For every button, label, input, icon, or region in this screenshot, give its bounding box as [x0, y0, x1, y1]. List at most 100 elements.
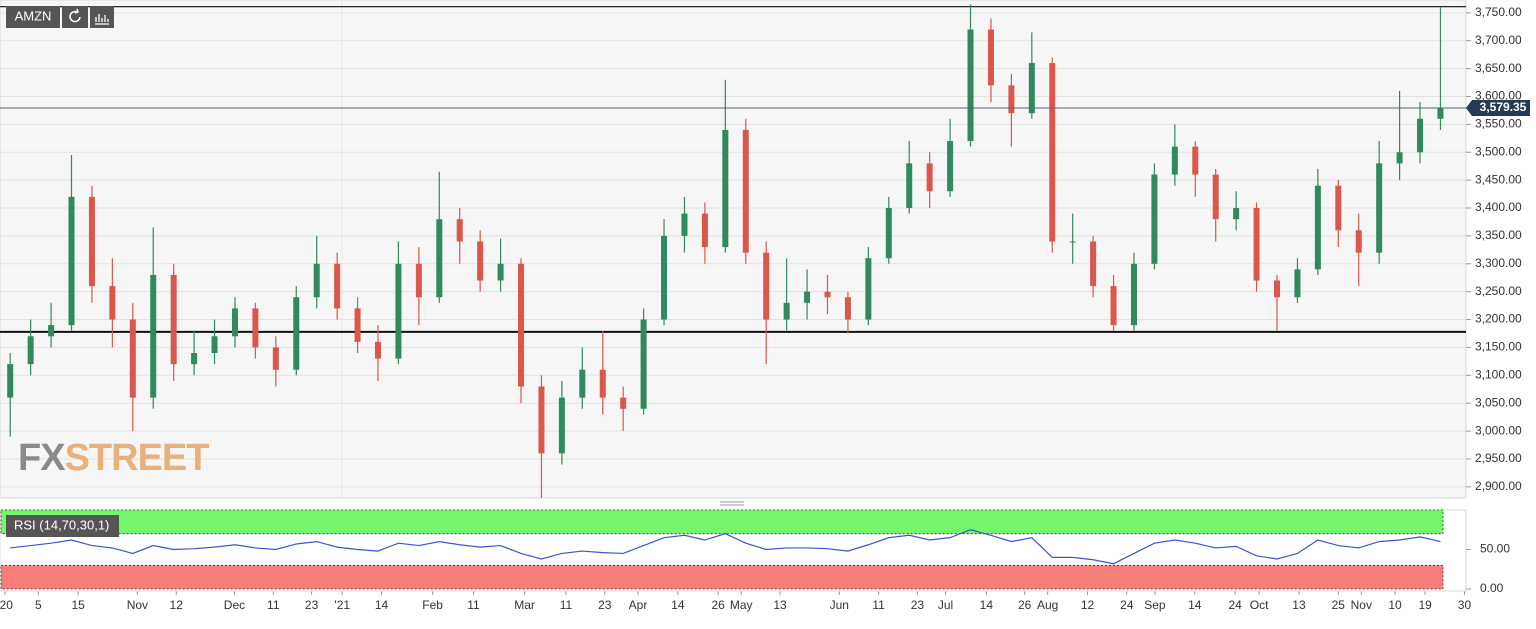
x-tick-label: Nov — [1351, 598, 1372, 612]
y-tick-label: 2,900.00 — [1475, 479, 1522, 493]
candle-body — [354, 308, 361, 342]
candle-body — [150, 274, 157, 398]
candle-body — [987, 29, 994, 86]
candle-body — [1130, 263, 1137, 326]
candle-body — [48, 325, 55, 337]
y-tick-label: 2,950.00 — [1475, 451, 1522, 465]
x-tick-label: '20 — [0, 598, 13, 612]
y-tick-label: 0.00 — [1480, 581, 1504, 595]
candle-body — [1151, 174, 1158, 264]
y-tick-label: 3,100.00 — [1475, 367, 1522, 381]
candle-body — [967, 29, 974, 142]
x-tick-label: 13 — [1292, 598, 1306, 612]
x-tick-label: 23 — [911, 598, 925, 612]
candle-body — [395, 263, 402, 359]
candle-body — [701, 213, 708, 248]
x-tick-label: 24 — [1120, 598, 1134, 612]
candle-body — [661, 235, 668, 320]
refresh-icon — [69, 8, 81, 23]
candle-body — [804, 291, 811, 303]
x-tick-label: Jun — [830, 598, 849, 612]
candle-body — [293, 297, 300, 370]
refresh-button[interactable] — [62, 6, 88, 28]
logo-street: STREET — [65, 437, 210, 479]
candle-body — [7, 364, 14, 398]
candle-body — [477, 241, 484, 281]
x-tick-label: Aug — [1037, 598, 1058, 612]
rsi-layer: 0.00 50.00 RSI (14,70,30,1) — [0, 509, 1510, 595]
candle-body — [1233, 208, 1240, 220]
candle-body — [885, 208, 892, 259]
y-tick-label: 3,200.00 — [1475, 312, 1522, 326]
candle-body — [1355, 230, 1362, 253]
candle-body — [231, 308, 238, 337]
candle-body — [211, 336, 218, 354]
y-tick-label: 3,550.00 — [1475, 117, 1522, 131]
last-price-tag — [1466, 99, 1530, 116]
candle-body — [334, 263, 341, 309]
x-tick-label: 11 — [560, 598, 573, 612]
candle-body — [599, 369, 606, 398]
candle-body — [722, 129, 729, 248]
rsi-band — [0, 509, 1444, 535]
candle-body — [252, 308, 259, 348]
candle-body — [1417, 118, 1424, 153]
logo: FXSTREET — [18, 437, 209, 479]
candle-body — [1028, 63, 1035, 114]
candle-body — [374, 341, 381, 359]
candle-body — [170, 274, 177, 365]
x-tick-label: 25 — [1332, 598, 1346, 612]
x-tick-label: 5 — [35, 598, 42, 612]
y-tick-label: 3,050.00 — [1475, 395, 1522, 409]
candle-body — [947, 141, 954, 192]
candle-body — [1090, 241, 1097, 287]
x-tick-label: Oct — [1250, 598, 1269, 612]
candle-body — [129, 319, 136, 398]
candle-body — [763, 252, 770, 320]
x-tick-label: 15 — [71, 598, 85, 612]
rsi-line — [10, 529, 1441, 565]
symbol-box[interactable] — [6, 6, 60, 28]
x-tick-label: 12 — [1081, 598, 1095, 612]
candle-body — [1008, 85, 1015, 114]
x-tick-label: 24 — [1228, 598, 1242, 612]
y-tick-label: 3,450.00 — [1475, 172, 1522, 186]
y-tick-label: 3,650.00 — [1475, 61, 1522, 75]
indicator-icon — [95, 14, 109, 25]
candle-body — [415, 263, 422, 298]
candle-body — [1396, 152, 1403, 164]
candle-body — [1212, 174, 1219, 220]
candle-body — [681, 213, 688, 236]
x-tick-label: 26 — [1018, 598, 1032, 612]
x-tick-label: Nov — [127, 598, 148, 612]
candle-body — [1069, 241, 1076, 243]
price-layer: 2,900.00 2,950.00 3,000.00 3,050.00 3,100.00… — [0, 4, 1530, 612]
y-tick-label: 3,300.00 — [1475, 256, 1522, 270]
x-tick-label: 11 — [267, 598, 280, 612]
y-tick-label: 3,350.00 — [1475, 228, 1522, 242]
x-tick-label: 19 — [1418, 598, 1432, 612]
x-tick-label: 14 — [375, 598, 389, 612]
x-tick-label: Apr — [629, 598, 648, 612]
candle-body — [783, 302, 790, 320]
candle-body — [844, 297, 851, 320]
candle-body — [518, 263, 525, 387]
candle-body — [538, 386, 545, 454]
candle-body — [558, 397, 565, 454]
candle-body — [926, 163, 933, 192]
indicator-button[interactable] — [90, 6, 114, 28]
x-tick-label: 12 — [170, 598, 184, 612]
candle-body — [906, 163, 913, 209]
candle-body — [1335, 185, 1342, 231]
y-tick-label: 3,500.00 — [1475, 144, 1522, 158]
candle-body — [272, 347, 279, 370]
candle-body — [109, 286, 116, 320]
candle-body — [742, 129, 749, 253]
x-tick-label: 26 — [712, 598, 726, 612]
x-tick-label: '21 — [334, 598, 350, 612]
y-tick-label: 3,150.00 — [1475, 340, 1522, 354]
y-tick-label: 50.00 — [1480, 542, 1510, 556]
candle-body — [865, 258, 872, 320]
